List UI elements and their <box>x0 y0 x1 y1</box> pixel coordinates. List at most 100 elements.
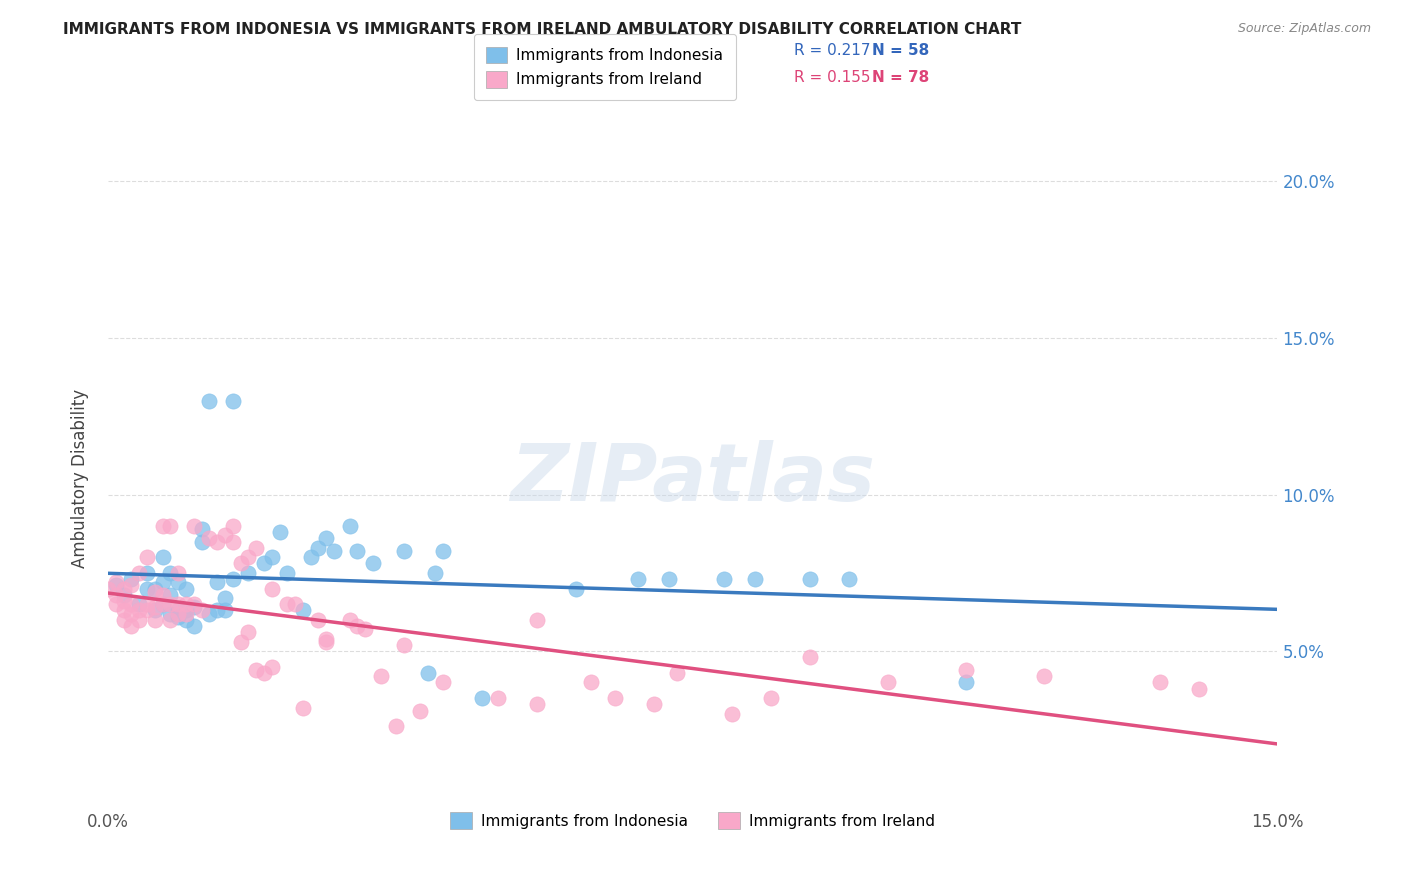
Point <box>581 675 603 690</box>
Point <box>205 575 228 590</box>
Point <box>174 597 197 611</box>
Point <box>432 675 454 690</box>
Point <box>152 597 174 611</box>
Point <box>152 550 174 565</box>
Point <box>183 619 205 633</box>
Text: Source: ZipAtlas.com: Source: ZipAtlas.com <box>1237 22 1371 36</box>
Point <box>346 544 368 558</box>
Text: ZIPatlas: ZIPatlas <box>510 440 875 518</box>
Point <box>174 603 197 617</box>
Point <box>104 588 127 602</box>
Point <box>346 619 368 633</box>
Point <box>238 550 260 565</box>
Point <box>205 534 228 549</box>
Point <box>97 582 120 596</box>
Point <box>238 566 260 580</box>
Point <box>174 607 197 621</box>
Point <box>471 691 494 706</box>
Point <box>643 698 665 712</box>
Point <box>713 572 735 586</box>
Point <box>120 607 142 621</box>
Point <box>183 600 205 615</box>
Point <box>238 625 260 640</box>
Point <box>136 597 159 611</box>
Point <box>603 691 626 706</box>
Point <box>253 666 276 681</box>
Point <box>159 613 181 627</box>
Point <box>323 544 346 558</box>
Point <box>152 575 174 590</box>
Point <box>143 600 166 615</box>
Point <box>222 393 245 408</box>
Point <box>955 663 977 677</box>
Text: N = 58: N = 58 <box>872 44 929 58</box>
Point <box>394 638 416 652</box>
Point <box>120 578 142 592</box>
Point <box>112 594 135 608</box>
Point <box>955 675 977 690</box>
Point <box>838 572 860 586</box>
Point <box>167 609 190 624</box>
Point <box>245 541 267 555</box>
Point <box>198 532 221 546</box>
Point <box>174 613 197 627</box>
Point <box>198 607 221 621</box>
Point <box>260 582 283 596</box>
Point <box>143 582 166 596</box>
Point <box>260 550 283 565</box>
Point <box>1149 675 1171 690</box>
Point <box>666 666 689 681</box>
Point <box>315 634 337 648</box>
Point <box>190 522 212 536</box>
Point <box>284 597 307 611</box>
Point <box>190 534 212 549</box>
Point <box>260 660 283 674</box>
Point <box>159 607 181 621</box>
Point <box>526 613 548 627</box>
Point <box>1188 681 1211 696</box>
Point <box>245 663 267 677</box>
Point <box>269 525 291 540</box>
Point <box>253 557 276 571</box>
Point <box>222 519 245 533</box>
Point <box>112 603 135 617</box>
Point <box>136 566 159 580</box>
Point <box>315 632 337 646</box>
Point <box>104 597 127 611</box>
Point <box>308 541 330 555</box>
Point <box>120 597 142 611</box>
Point <box>799 650 821 665</box>
Point <box>136 550 159 565</box>
Point <box>229 557 252 571</box>
Point <box>354 622 377 636</box>
Point <box>167 575 190 590</box>
Point <box>308 613 330 627</box>
Point <box>627 572 650 586</box>
Text: IMMIGRANTS FROM INDONESIA VS IMMIGRANTS FROM IRELAND AMBULATORY DISABILITY CORRE: IMMIGRANTS FROM INDONESIA VS IMMIGRANTS … <box>63 22 1022 37</box>
Point <box>526 698 548 712</box>
Point <box>205 603 228 617</box>
Point <box>167 566 190 580</box>
Point <box>120 572 142 586</box>
Point <box>159 588 181 602</box>
Point <box>214 591 236 605</box>
Point <box>120 619 142 633</box>
Point <box>315 532 337 546</box>
Point <box>361 557 384 571</box>
Point <box>339 519 361 533</box>
Point <box>198 393 221 408</box>
Point <box>167 597 190 611</box>
Point <box>167 603 190 617</box>
Y-axis label: Ambulatory Disability: Ambulatory Disability <box>72 390 89 568</box>
Point <box>136 582 159 596</box>
Point <box>291 700 314 714</box>
Point <box>370 669 392 683</box>
Point <box>128 613 150 627</box>
Point <box>759 691 782 706</box>
Point <box>229 634 252 648</box>
Point <box>183 597 205 611</box>
Point <box>143 613 166 627</box>
Point <box>143 603 166 617</box>
Legend: Immigrants from Indonesia, Immigrants from Ireland: Immigrants from Indonesia, Immigrants fr… <box>440 802 946 839</box>
Point <box>183 519 205 533</box>
